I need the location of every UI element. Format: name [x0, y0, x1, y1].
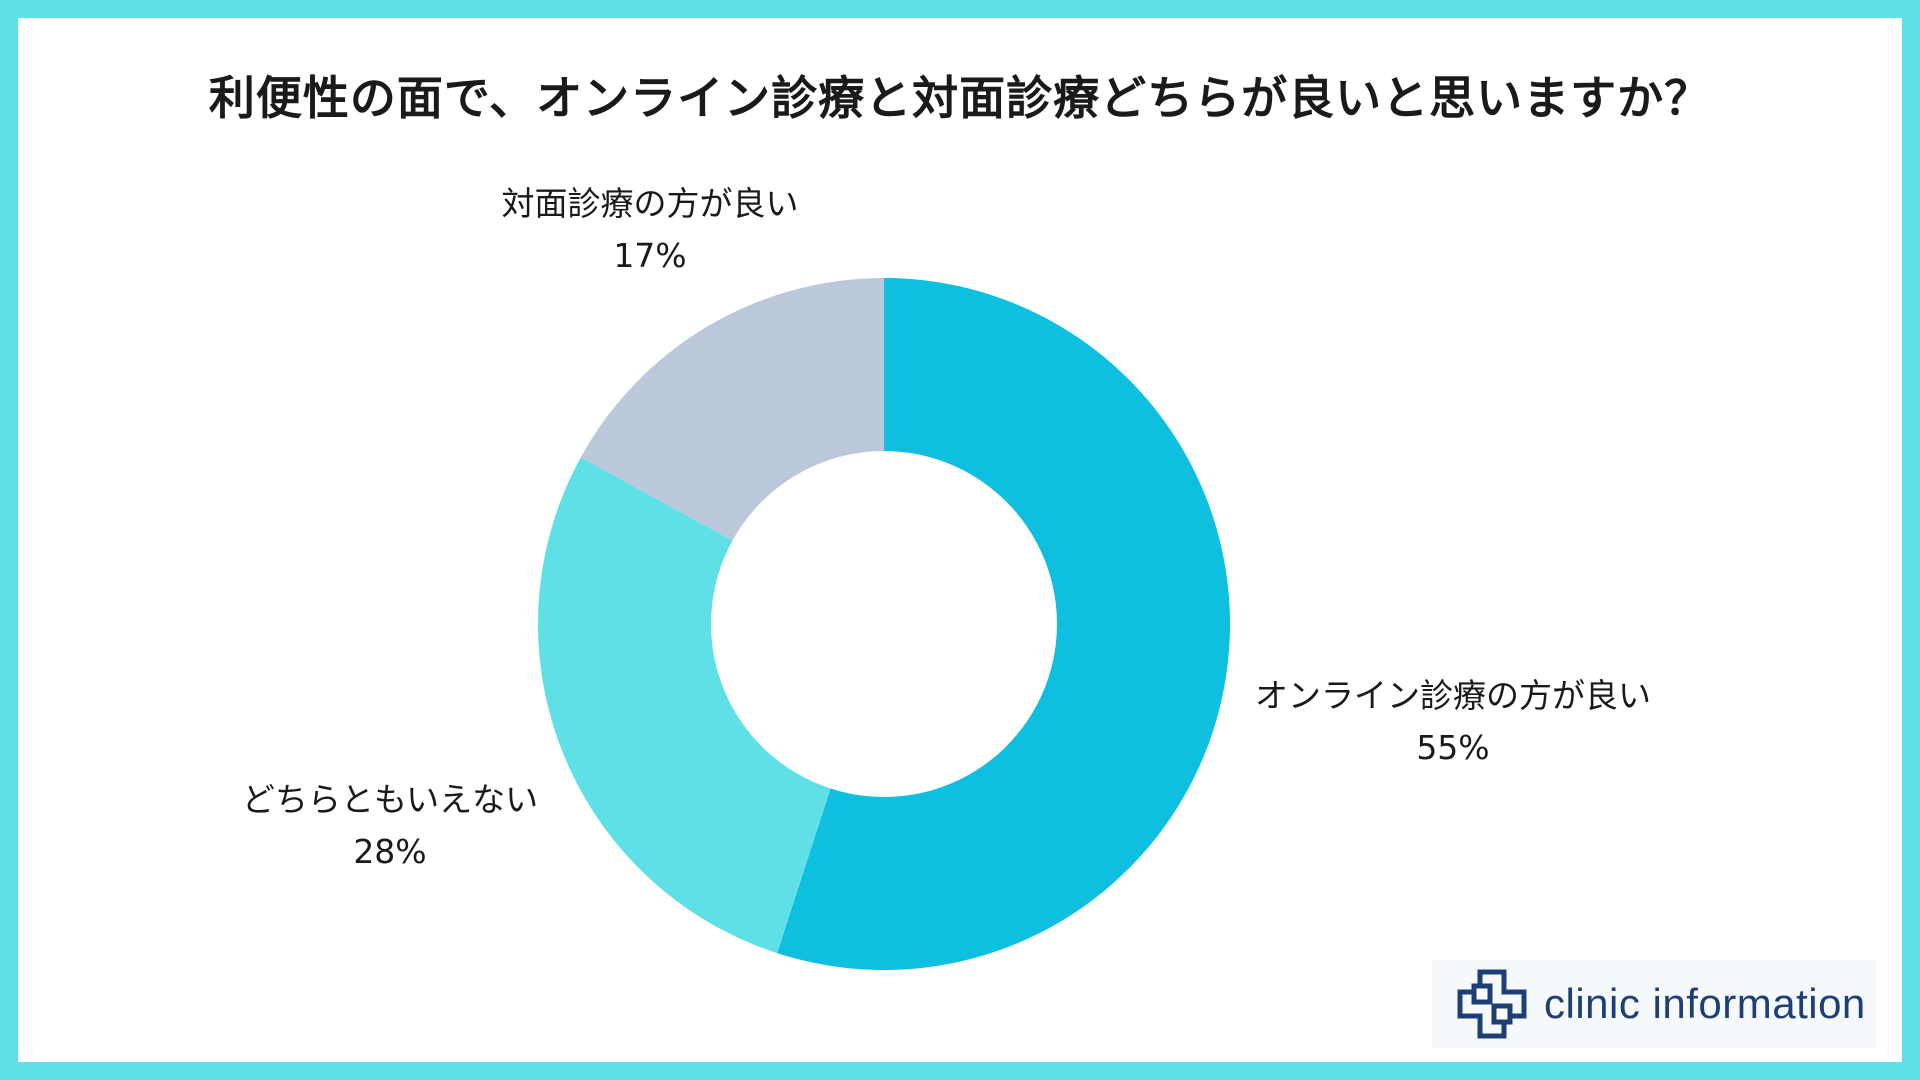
- slice-label-inperson-text: 対面診療の方が良い: [501, 184, 799, 223]
- slice-label-inperson: 対面診療の方が良い 17%: [430, 178, 870, 282]
- clinic-information-logo: clinic information: [1432, 960, 1876, 1048]
- donut-slice-online: [777, 278, 1230, 971]
- slice-label-online-text: オンライン診療の方が良い: [1255, 676, 1651, 715]
- donut-slice-neutral: [538, 457, 831, 954]
- slice-label-neutral: どちらともいえない 28%: [170, 774, 610, 878]
- slice-label-inperson-value: 17%: [613, 236, 687, 275]
- slice-label-neutral-text: どちらともいえない: [241, 780, 539, 819]
- chart-title: 利便性の面で、オンライン診療と対面診療どちらが良いと思いますか？: [208, 71, 1712, 125]
- slice-label-online-value: 55%: [1416, 728, 1490, 767]
- slice-label-online: オンライン診療の方が良い 55%: [1218, 670, 1688, 774]
- donut-slice-inperson: [580, 278, 884, 541]
- medical-cross-icon: [1457, 969, 1527, 1039]
- logo-text: clinic information: [1544, 980, 1866, 1027]
- slice-label-neutral-value: 28%: [353, 832, 427, 871]
